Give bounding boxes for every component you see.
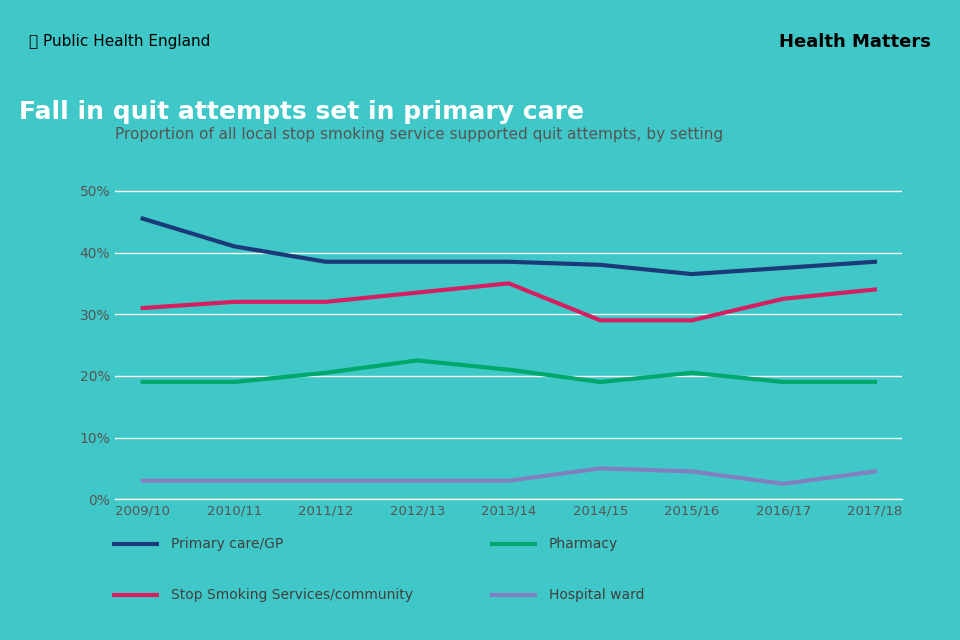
- Text: Hospital ward: Hospital ward: [548, 588, 644, 602]
- Text: Stop Smoking Services/community: Stop Smoking Services/community: [171, 588, 413, 602]
- Text: Primary care/GP: Primary care/GP: [171, 537, 283, 551]
- Text: Pharmacy: Pharmacy: [548, 537, 618, 551]
- Text: Proportion of all local stop smoking service supported quit attempts, by setting: Proportion of all local stop smoking ser…: [115, 127, 723, 142]
- Text: 🏛 Public Health England: 🏛 Public Health England: [29, 34, 210, 49]
- Text: Fall in quit attempts set in primary care: Fall in quit attempts set in primary car…: [19, 100, 585, 124]
- Text: Health Matters: Health Matters: [780, 33, 931, 51]
